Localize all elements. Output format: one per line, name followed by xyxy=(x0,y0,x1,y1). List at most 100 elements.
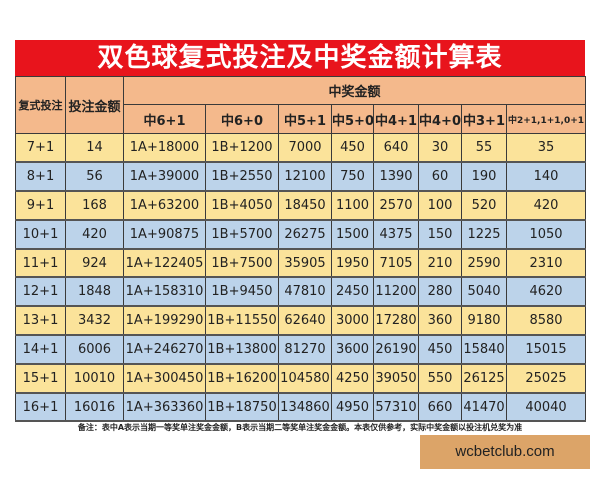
header-prize: 中5+0 xyxy=(331,104,374,134)
table-cell: 168 xyxy=(65,190,124,221)
table-cell: 1848 xyxy=(65,276,124,308)
table-cell: 1050 xyxy=(505,219,587,250)
table-cell: 1390 xyxy=(373,161,419,193)
table-cell: 62640 xyxy=(278,305,332,337)
table-cell: 81270 xyxy=(278,334,332,365)
table-cell: 924 xyxy=(65,248,124,279)
table-cell: 26125 xyxy=(461,363,507,394)
table-cell: 360 xyxy=(418,305,462,337)
table-cell: 8+1 xyxy=(15,161,66,193)
table-cell: 1A+90875 xyxy=(123,219,206,250)
table-cell: 4620 xyxy=(505,276,587,308)
table-cell: 15015 xyxy=(505,334,587,365)
table-cell: 190 xyxy=(461,161,507,193)
table-row: 14+1 6006 1A+246270 1B+13800 81270 3600 26190 4… xyxy=(15,334,587,365)
table-row: 12+1 1848 1A+158310 1B+9450 47810 2450 11200 28… xyxy=(15,276,587,308)
table-cell: 104580 xyxy=(278,363,332,394)
table-cell: 1A+122405 xyxy=(123,248,206,279)
table-cell: 1500 xyxy=(331,219,374,250)
header-prize: 中6+1 xyxy=(123,104,206,134)
table-cell: 35905 xyxy=(278,248,332,279)
table-cell: 16+1 xyxy=(15,392,66,423)
table-cell: 1225 xyxy=(461,219,507,250)
table-cell: 450 xyxy=(418,334,462,365)
table-cell: 1B+9450 xyxy=(205,276,279,308)
table-cell: 26275 xyxy=(278,219,332,250)
header-prize: 中4+1 xyxy=(373,104,419,134)
table-cell: 4250 xyxy=(331,363,374,394)
table-cell: 8580 xyxy=(505,305,587,337)
table-cell: 57310 xyxy=(373,392,419,423)
table-cell: 25025 xyxy=(505,363,587,394)
header-prize: 中3+1 xyxy=(461,104,507,134)
table-cell: 280 xyxy=(418,276,462,308)
table-cell: 1B+13800 xyxy=(205,334,279,365)
table-cell: 520 xyxy=(461,190,507,221)
watermark: wcbetclub.com xyxy=(420,435,590,469)
table-cell: 2570 xyxy=(373,190,419,221)
table-row: 11+1 924 1A+122405 1B+7500 35905 1950 7105 210 2… xyxy=(15,248,587,279)
table-cell: 17280 xyxy=(373,305,419,337)
table-cell: 2310 xyxy=(505,248,587,279)
table-cell: 1A+199290 xyxy=(123,305,206,337)
table-cell: 11200 xyxy=(373,276,419,308)
footnote: 备注：表中A表示当期一等奖单注奖金金额，B表示当期二等奖单注奖金金额。本表仅供参… xyxy=(77,423,523,432)
table-cell: 9+1 xyxy=(15,190,66,221)
table-cell: 150 xyxy=(418,219,462,250)
table-cell: 1A+363360 xyxy=(123,392,206,423)
table-cell: 1B+5700 xyxy=(205,219,279,250)
header-prize: 中4+0 xyxy=(418,104,462,134)
table-cell: 1B+4050 xyxy=(205,190,279,221)
prize-table: 复式投注 投注金额 中奖金额 中6+1 中6+0 中5+1 中5+0 中4+1 中4+0 中… xyxy=(15,76,587,423)
table-cell: 640 xyxy=(373,133,419,164)
table-cell: 1950 xyxy=(331,248,374,279)
table-row: 10+1 420 1A+90875 1B+5700 26275 1500 4375 150 12… xyxy=(15,219,587,250)
table-cell: 1B+2550 xyxy=(205,161,279,193)
table-cell: 10010 xyxy=(65,363,124,394)
table-cell: 56 xyxy=(65,161,124,193)
table-cell: 3600 xyxy=(331,334,374,365)
table-cell: 1A+158310 xyxy=(123,276,206,308)
table-row: 7+1 14 1A+18000 1B+1200 7000 450 640 30 55 35 xyxy=(15,133,587,164)
table-cell: 12+1 xyxy=(15,276,66,308)
table-cell: 15+1 xyxy=(15,363,66,394)
table-cell: 1B+18750 xyxy=(205,392,279,423)
table-cell: 210 xyxy=(418,248,462,279)
table-cell: 1A+63200 xyxy=(123,190,206,221)
table-row: 8+1 56 1A+39000 1B+2550 12100 750 1390 60 190 140 xyxy=(15,161,587,193)
table-title: 双色球复式投注及中奖金额计算表 xyxy=(15,40,585,76)
table-cell: 47810 xyxy=(278,276,332,308)
table-cell: 11+1 xyxy=(15,248,66,279)
table-cell: 3432 xyxy=(65,305,124,337)
table-row: 9+1 168 1A+63200 1B+4050 18450 1100 2570 100 520… xyxy=(15,190,587,221)
table-cell: 40040 xyxy=(505,392,587,423)
table-cell: 13+1 xyxy=(15,305,66,337)
table-cell: 14 xyxy=(65,133,124,164)
header-prize: 中6+0 xyxy=(205,104,279,134)
table-cell: 7+1 xyxy=(15,133,66,164)
table-cell: 660 xyxy=(418,392,462,423)
table-cell: 100 xyxy=(418,190,462,221)
table-cell: 1B+7500 xyxy=(205,248,279,279)
table-cell: 4950 xyxy=(331,392,374,423)
table-cell: 550 xyxy=(418,363,462,394)
table-cell: 420 xyxy=(505,190,587,221)
table-cell: 1B+16200 xyxy=(205,363,279,394)
table-cell: 2590 xyxy=(461,248,507,279)
table-cell: 134860 xyxy=(278,392,332,423)
table-cell: 1B+1200 xyxy=(205,133,279,164)
table-cell: 4375 xyxy=(373,219,419,250)
table-cell: 39050 xyxy=(373,363,419,394)
table-cell: 16016 xyxy=(65,392,124,423)
header-prize: 中5+1 xyxy=(278,104,332,134)
table-cell: 26190 xyxy=(373,334,419,365)
table-cell: 10+1 xyxy=(15,219,66,250)
table-cell: 41470 xyxy=(461,392,507,423)
table-cell: 750 xyxy=(331,161,374,193)
table-cell: 18450 xyxy=(278,190,332,221)
table-cell: 2450 xyxy=(331,276,374,308)
table-cell: 12100 xyxy=(278,161,332,193)
header-prize-group: 中奖金额 xyxy=(122,76,587,105)
table-cell: 15840 xyxy=(461,334,507,365)
header-amount: 投注金额 xyxy=(65,76,124,134)
